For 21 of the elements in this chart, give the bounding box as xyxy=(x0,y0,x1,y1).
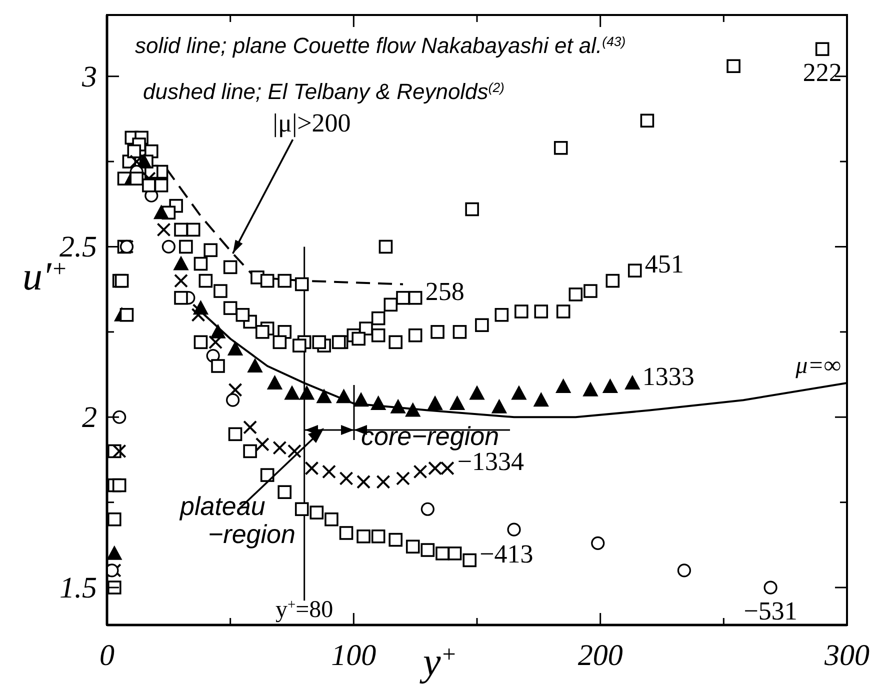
series-label: −413 xyxy=(480,539,534,568)
annotation: core−region xyxy=(361,421,500,451)
series-label: 258 xyxy=(425,276,464,306)
annotation: |μ|>200 xyxy=(272,108,351,138)
x-axis-title: y$^{+}$ xyxy=(419,639,457,684)
x-tick-label: 100 xyxy=(331,639,376,672)
annotation: plateau −region xyxy=(179,491,296,549)
series-label: −531 xyxy=(744,596,798,626)
x-tick-label: 200 xyxy=(578,639,623,672)
annotation: solid line; plane Couette flow Nakabayashi et al.$^{(43)}$ xyxy=(135,33,626,58)
series-label: 451 xyxy=(644,250,684,279)
legend-label: 222 xyxy=(802,58,842,88)
x-tick-label: 300 xyxy=(824,639,870,672)
series-label: 1333 xyxy=(642,362,694,392)
y-tick-label: 3 xyxy=(81,60,97,94)
series-label: μ=∞ xyxy=(794,353,841,380)
y-tick-label: 1.5 xyxy=(60,572,97,605)
x-tick-label: 0 xyxy=(100,639,114,672)
ref-line-label: y$^{+}$=80 xyxy=(275,597,334,623)
y-tick-label: 2 xyxy=(82,401,97,434)
annotation: dushed line; El Telbany & Reynolds$^{(2)}$ xyxy=(143,79,504,104)
